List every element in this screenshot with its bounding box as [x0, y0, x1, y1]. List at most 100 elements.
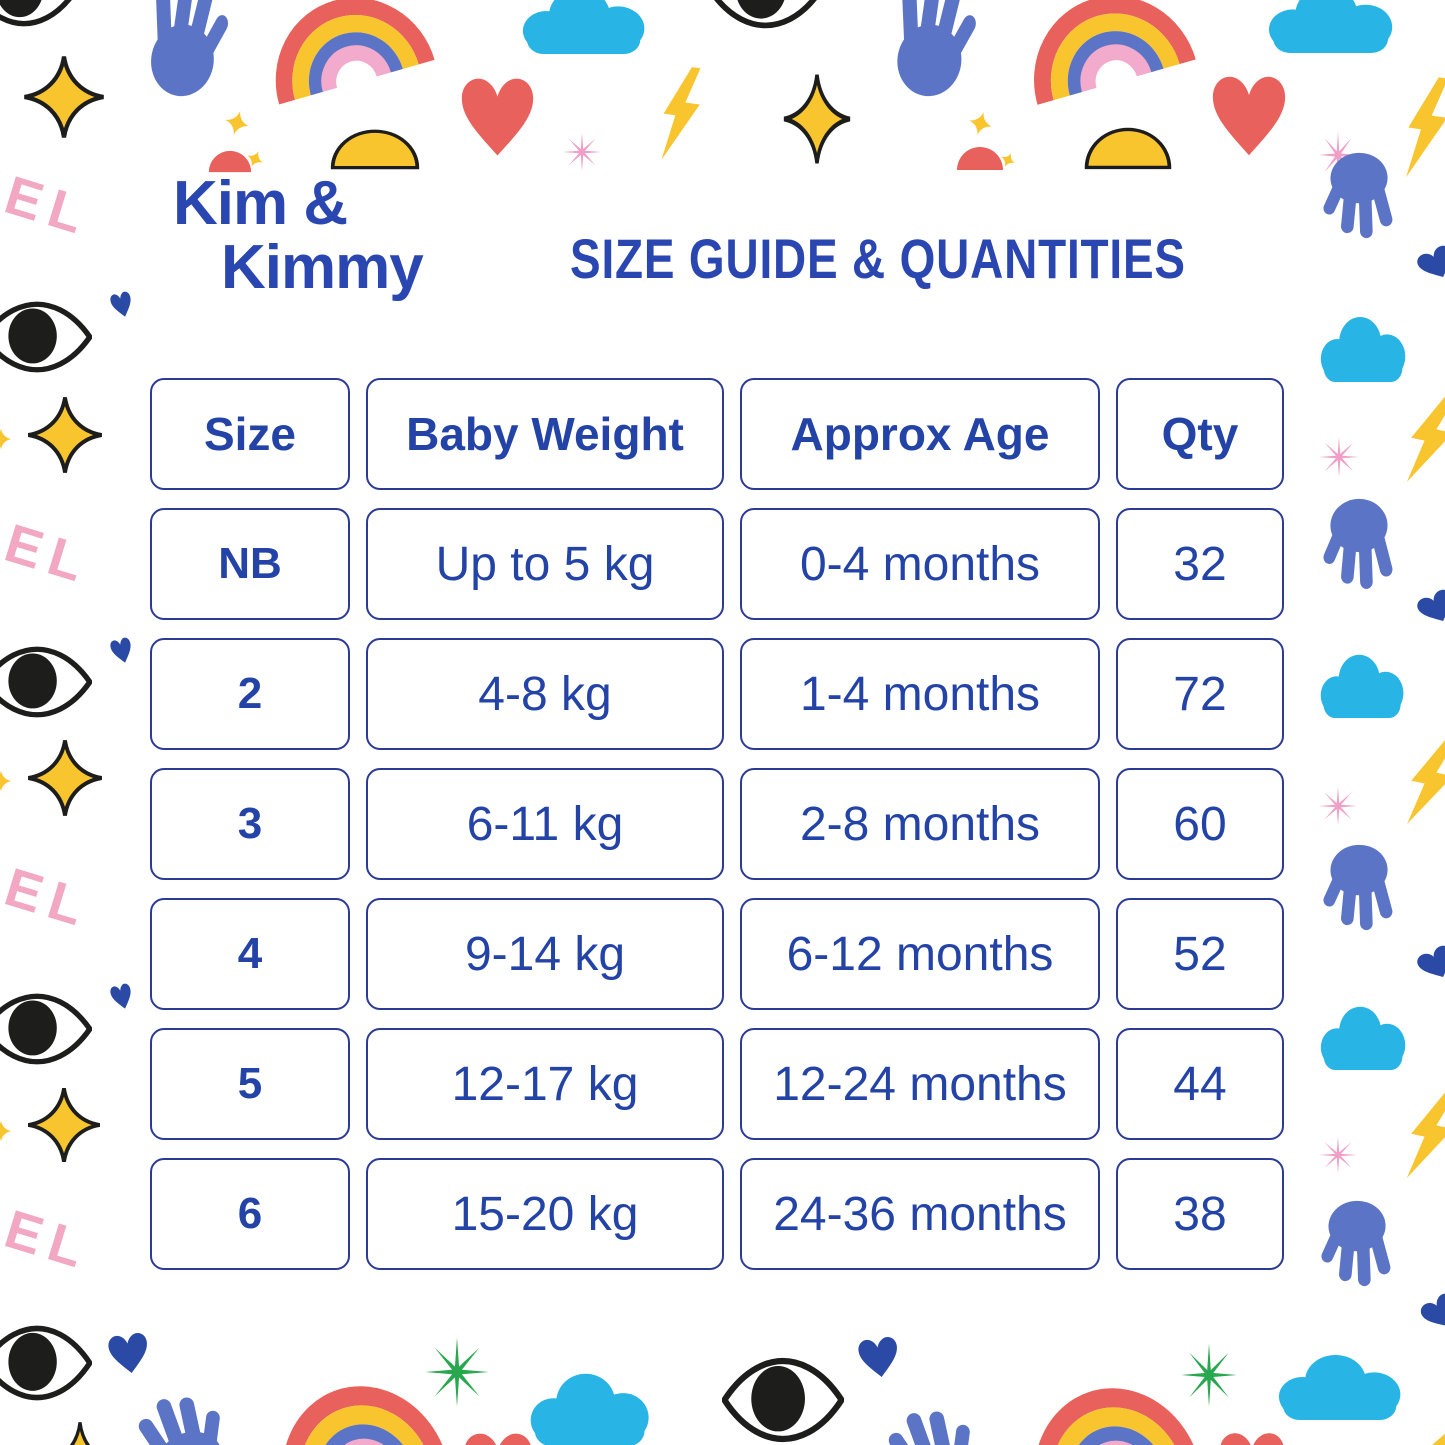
table-cell: 52: [1116, 898, 1284, 1010]
heart-small-icon: [103, 1327, 155, 1381]
heart-small-icon: [1410, 939, 1445, 989]
hel-doodle-text: HEL: [0, 498, 99, 596]
sparkle-icon: [221, 107, 253, 139]
brand-logo-line2: Kimmy: [221, 233, 424, 302]
rainbow-icon: [255, 1358, 448, 1445]
cloud-icon: [1316, 310, 1412, 382]
hand-icon: [880, 0, 991, 104]
cloud-icon: [524, 1366, 658, 1445]
table-cell: 4-8 kg: [366, 638, 724, 750]
lightning-icon: [1391, 731, 1445, 836]
sparkle-icon: [0, 770, 12, 792]
size-cell: NB: [150, 508, 350, 620]
table-cell: 72: [1116, 638, 1284, 750]
hel-doodle-text: HEL: [0, 1184, 99, 1282]
eye-icon: [0, 645, 92, 719]
table-cell: 0-4 months: [740, 508, 1100, 620]
heart-small-icon: [107, 979, 138, 1014]
starburst-icon: [1318, 436, 1360, 478]
cloud-icon: [1262, 0, 1402, 53]
hand-icon: [872, 1390, 998, 1445]
sparkle-outline-icon: [26, 395, 104, 475]
starburst-icon: [1318, 1136, 1358, 1174]
eye-icon: [708, 0, 823, 30]
rainbow-icon: [253, 0, 436, 105]
starburst-icon: [562, 132, 602, 172]
hand-icon: [1314, 497, 1401, 595]
lightning-icon: [1403, 1422, 1445, 1445]
starburst-icon: [424, 1336, 490, 1408]
rainbow-icon: [1007, 1360, 1200, 1445]
hel-doodle-text: HEL: [0, 150, 99, 248]
brand-logo-line1: Kim &: [173, 169, 348, 238]
heart-icon: [1206, 68, 1292, 165]
table-cell: Up to 5 kg: [366, 508, 724, 620]
sparkle-outline-icon: [22, 54, 106, 140]
sparkle-icon: [0, 428, 12, 450]
sun-icon: [955, 145, 1005, 171]
table-cell: 9-14 kg: [366, 898, 724, 1010]
eye-icon: [0, 300, 92, 374]
heart-icon: [458, 1426, 538, 1445]
sparkle-outline-icon: [48, 1420, 112, 1445]
heart-icon: [1214, 1426, 1290, 1445]
sparkle-icon: [965, 108, 996, 139]
hel-doodle-text: HEL: [0, 842, 99, 940]
rainbow-icon: [1011, 0, 1198, 105]
table-cell: 1-4 months: [740, 638, 1100, 750]
header-cell-qty: Qty: [1116, 378, 1284, 490]
table-cell: 32: [1116, 508, 1284, 620]
lightning-icon: [1391, 1083, 1445, 1190]
sparkle-outline-icon: [26, 1086, 102, 1164]
heart-small-icon: [1410, 239, 1445, 289]
lightning-icon: [1391, 387, 1445, 494]
brand-logo: Kim & Kimmy: [173, 169, 424, 302]
eye-icon: [0, 992, 92, 1066]
sparkle-outline-icon: [26, 738, 104, 818]
sun-outline-icon: [328, 128, 422, 170]
lightning-icon: [647, 61, 714, 168]
hand-icon: [1312, 1199, 1399, 1292]
header-cell-size: Size: [150, 378, 350, 490]
table-cell: 38: [1116, 1158, 1284, 1270]
hand-icon: [134, 0, 243, 104]
sparkle-icon: [0, 1120, 12, 1142]
starburst-icon: [1318, 786, 1358, 826]
eye-icon: [722, 1356, 844, 1444]
heart-small-icon: [107, 633, 138, 668]
size-cell: 2: [150, 638, 350, 750]
size-guide-table: Size Baby Weight Approx Age Qty NB Up to 5 kg…: [150, 378, 1284, 1270]
table-cell: 12-17 kg: [366, 1028, 724, 1140]
table-cell: 24-36 months: [740, 1158, 1100, 1270]
header-cell-approx-age: Approx Age: [740, 378, 1100, 490]
hand-icon: [1314, 843, 1401, 936]
table-cell: 6-12 months: [740, 898, 1100, 1010]
heart-icon: [455, 70, 540, 165]
table-cell: 2-8 months: [740, 768, 1100, 880]
cloud-icon: [516, 0, 654, 54]
page-title: SIZE GUIDE & QUANTITIES: [570, 227, 1186, 290]
heart-small-icon: [107, 287, 138, 322]
hand-icon: [1314, 151, 1401, 244]
size-cell: 3: [150, 768, 350, 880]
cloud-icon: [1316, 648, 1410, 718]
heart-small-icon: [1413, 1286, 1445, 1340]
table-cell: 44: [1116, 1028, 1284, 1140]
cloud-icon: [1272, 1348, 1410, 1420]
table-cell: 60: [1116, 768, 1284, 880]
starburst-icon: [1180, 1342, 1238, 1408]
table-cell: 12-24 months: [740, 1028, 1100, 1140]
sparkle-outline-icon: [782, 72, 852, 166]
eye-icon: [0, 0, 78, 28]
hand-icon: [122, 1376, 248, 1445]
eye-icon: [0, 1324, 92, 1402]
size-cell: 6: [150, 1158, 350, 1270]
heart-small-icon: [1410, 583, 1445, 633]
heart-small-icon: [853, 1331, 905, 1385]
sun-outline-icon: [1082, 126, 1174, 170]
sparkle-icon: [243, 147, 267, 171]
header-cell-baby-weight: Baby Weight: [366, 378, 724, 490]
sparkle-icon: [997, 149, 1018, 170]
table-cell: 6-11 kg: [366, 768, 724, 880]
size-cell: 5: [150, 1028, 350, 1140]
